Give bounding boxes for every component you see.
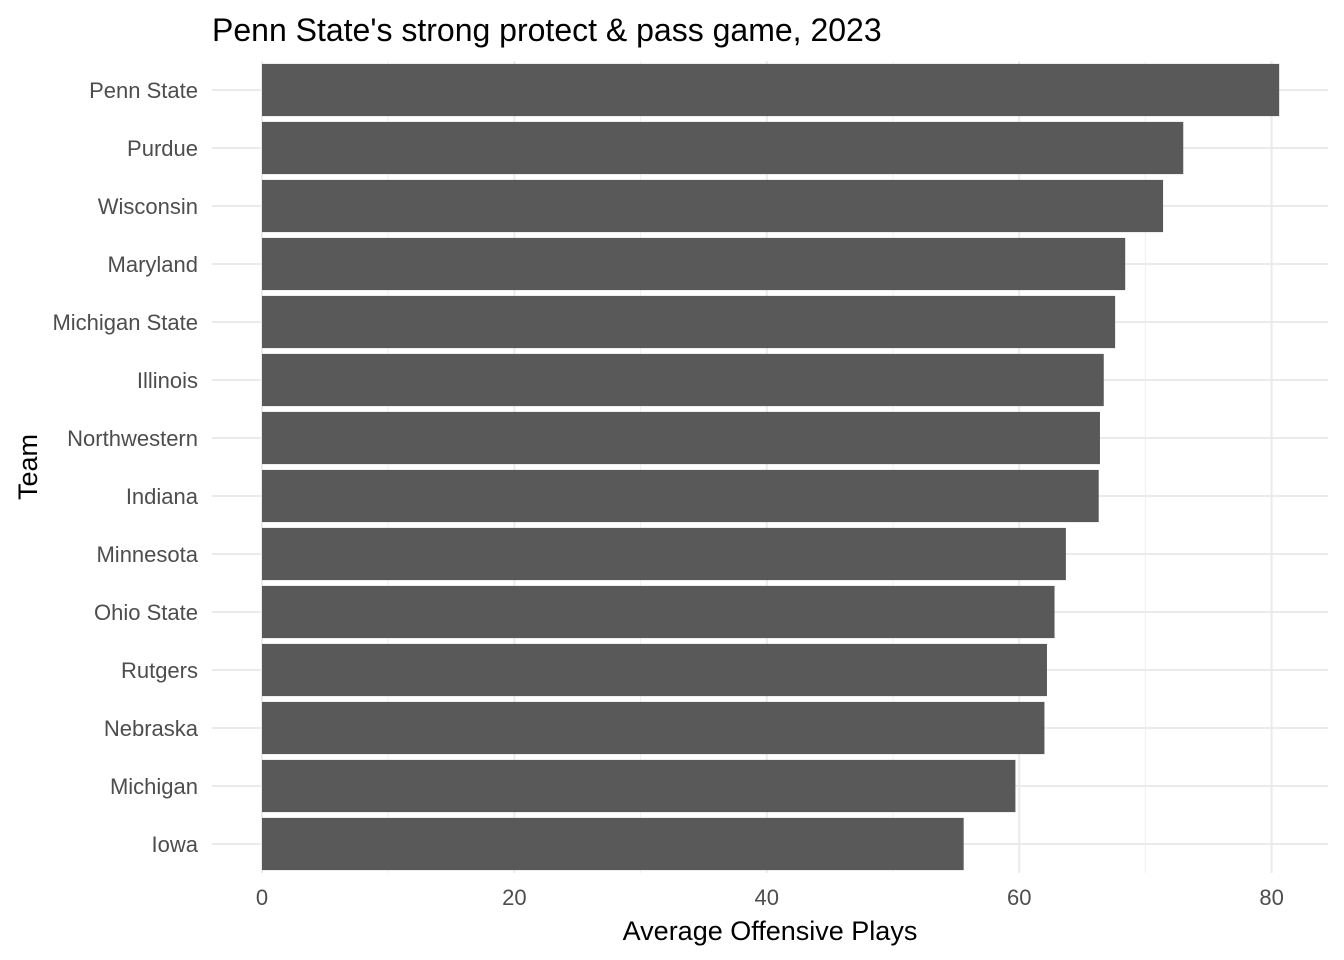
y-tick-label: Michigan State — [52, 310, 198, 335]
bar — [262, 121, 1184, 175]
y-tick-label: Nebraska — [104, 716, 199, 741]
y-tick-label: Penn State — [89, 78, 198, 103]
bar — [262, 701, 1045, 755]
bar — [262, 353, 1104, 407]
y-tick-label: Maryland — [108, 252, 198, 277]
bar — [262, 237, 1126, 291]
bar — [262, 643, 1047, 697]
y-tick-label: Michigan — [110, 774, 198, 799]
bar — [262, 585, 1055, 639]
x-tick-label: 80 — [1259, 885, 1283, 910]
y-tick-label: Ohio State — [94, 600, 198, 625]
y-tick-label: Minnesota — [96, 542, 198, 567]
y-axis-title: Team — [13, 434, 43, 500]
bar — [262, 179, 1164, 233]
y-tick-label: Illinois — [137, 368, 198, 393]
x-tick-label: 20 — [502, 885, 526, 910]
bar — [262, 411, 1100, 465]
y-tick-label: Iowa — [152, 832, 199, 857]
chart-title: Penn State's strong protect & pass game,… — [212, 12, 882, 48]
bar — [262, 469, 1099, 523]
x-tick-label: 40 — [755, 885, 779, 910]
bar — [262, 527, 1066, 581]
y-tick-label: Purdue — [127, 136, 198, 161]
y-tick-label: Indiana — [126, 484, 199, 509]
x-tick-label: 0 — [256, 885, 268, 910]
bar — [262, 817, 964, 871]
x-tick-label: 60 — [1007, 885, 1031, 910]
x-tick-labels: 0 20 40 60 80 — [256, 885, 1284, 910]
y-tick-label: Wisconsin — [98, 194, 198, 219]
y-tick-label: Rutgers — [121, 658, 198, 683]
bar — [262, 63, 1280, 117]
bars — [262, 63, 1280, 871]
y-tick-label: Northwestern — [67, 426, 198, 451]
bar — [262, 759, 1016, 813]
bar — [262, 295, 1116, 349]
x-axis-title: Average Offensive Plays — [623, 916, 918, 946]
y-tick-labels: Penn State Purdue Wisconsin Maryland Michiga… — [52, 78, 198, 857]
